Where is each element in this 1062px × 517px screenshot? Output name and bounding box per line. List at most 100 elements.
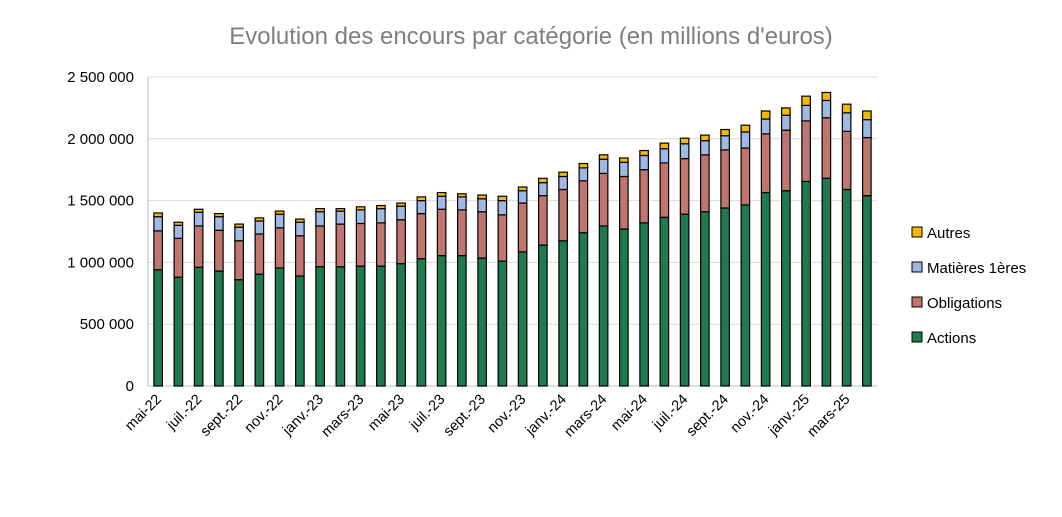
bar-segment-autres	[517, 186, 528, 192]
bar-segment-autres	[376, 204, 386, 210]
bar-segment-obligations	[862, 136, 872, 197]
x-tick-label: mai-24	[608, 392, 651, 435]
bar-segment-autres	[862, 110, 872, 121]
bar-segment-autres	[173, 221, 184, 226]
bar-segment-obligations	[720, 149, 730, 209]
x-tick-label: sept.-24	[684, 392, 732, 440]
bar-segment-obligations	[376, 222, 386, 267]
bar-segment-actions	[558, 240, 568, 387]
bar-segment-obligations	[700, 154, 710, 213]
legend-swatch	[911, 331, 923, 343]
bar-segment-mati-res-1-res	[517, 190, 528, 204]
bar-segment-mati-res-1-res	[396, 205, 406, 221]
bar-segment-actions	[740, 204, 751, 387]
bar-segment-actions	[497, 260, 508, 387]
bar-segment-autres	[598, 154, 609, 160]
bar-segment-autres	[720, 128, 730, 137]
bar-segment-mati-res-1-res	[416, 200, 427, 215]
bar-segment-actions	[700, 211, 710, 387]
bar-segment-autres	[193, 208, 204, 213]
bar-segment-autres	[497, 195, 508, 202]
bar-segment-obligations	[740, 147, 751, 206]
bar-segment-autres	[619, 157, 629, 163]
bar-segment-mati-res-1-res	[821, 99, 832, 119]
bar-segment-obligations	[497, 214, 508, 262]
bar-segment-autres	[214, 212, 224, 218]
bar-segment-obligations	[295, 235, 305, 277]
bar-segment-actions	[153, 269, 163, 387]
bar-segment-mati-res-1-res	[841, 112, 852, 132]
x-tick-label: mai-23	[365, 392, 408, 435]
bar-segment-mati-res-1-res	[659, 148, 670, 164]
chart-title: Evolution des encours par catégorie (en …	[229, 23, 833, 50]
bar-segment-obligations	[153, 230, 163, 271]
bar-segment-obligations	[659, 162, 670, 218]
bar-segment-actions	[436, 255, 447, 387]
bar-segment-autres	[700, 134, 710, 142]
bar-segment-obligations	[254, 233, 265, 275]
bar-segment-autres	[679, 137, 690, 145]
bar-segment-mati-res-1-res	[538, 182, 548, 197]
bar-segment-actions	[457, 255, 467, 387]
bar-segment-obligations	[234, 240, 244, 281]
bar-segment-actions	[274, 267, 285, 387]
bar-segment-obligations	[335, 223, 346, 268]
bar-segment-mati-res-1-res	[619, 161, 629, 178]
bar-segment-actions	[679, 213, 690, 387]
bar-segment-obligations	[416, 212, 427, 260]
bar-segment-obligations	[457, 209, 467, 257]
legend-swatch	[911, 296, 923, 308]
bar-segment-actions	[841, 188, 852, 387]
bar-segment-obligations	[801, 120, 811, 183]
bar-segment-obligations	[214, 229, 224, 272]
bar-segment-autres	[355, 206, 366, 211]
bar-segment-autres	[436, 191, 447, 197]
bar-segment-actions	[396, 263, 406, 387]
x-tick-label: sept.-23	[441, 392, 489, 440]
legend-swatch	[911, 226, 923, 238]
bar-segment-mati-res-1-res	[477, 198, 487, 213]
bar-segment-mati-res-1-res	[598, 158, 609, 175]
bar-segment-mati-res-1-res	[234, 226, 244, 242]
bar-segment-mati-res-1-res	[760, 118, 771, 135]
bar-segment-obligations	[315, 225, 325, 268]
bar-segment-mati-res-1-res	[679, 143, 690, 160]
bar-segment-obligations	[193, 225, 204, 268]
bar-segment-obligations	[355, 222, 366, 267]
bar-segment-mati-res-1-res	[436, 195, 447, 210]
x-tick-label: janv.-23	[279, 392, 327, 440]
x-tick-label: sept.-22	[198, 392, 246, 440]
bar-segment-actions	[295, 275, 305, 387]
y-tick-label: 500 000	[80, 316, 134, 333]
bar-segment-actions	[315, 266, 325, 387]
legend-label: Matières 1ères	[927, 260, 1026, 277]
bar-segment-actions	[801, 180, 811, 387]
y-tick-label: 1 000 000	[67, 254, 134, 271]
bar-segment-autres	[821, 91, 832, 102]
bar-segment-actions	[821, 177, 832, 387]
bar-segment-actions	[578, 232, 589, 387]
bar-segment-obligations	[760, 133, 771, 194]
bar-segment-actions	[335, 266, 346, 387]
bar-segment-actions	[173, 276, 184, 387]
bar-segment-mati-res-1-res	[457, 196, 467, 211]
bar-segment-actions	[720, 207, 730, 387]
x-tick-label: mars-23	[319, 392, 368, 441]
bar-segment-mati-res-1-res	[740, 131, 751, 149]
bar-segment-actions	[254, 273, 265, 387]
axes: 0 500 000 1 000 000 1 500 000 2 000 000 2 500…	[67, 69, 877, 440]
bar-segment-autres	[760, 110, 771, 120]
x-tick-label: nov.-23	[485, 392, 530, 437]
y-tick-label: 1 500 000	[67, 193, 134, 210]
bar-segment-actions	[862, 195, 872, 387]
bar-segment-autres	[335, 208, 346, 212]
bar-segment-obligations	[396, 219, 406, 265]
x-tick-label: janv.-25	[765, 392, 813, 440]
legend-label: Obligations	[927, 295, 1002, 312]
bar-segment-obligations	[477, 211, 487, 259]
bar-segment-obligations	[173, 237, 184, 278]
bar-segment-actions	[781, 190, 791, 387]
bar-segment-obligations	[679, 157, 690, 215]
